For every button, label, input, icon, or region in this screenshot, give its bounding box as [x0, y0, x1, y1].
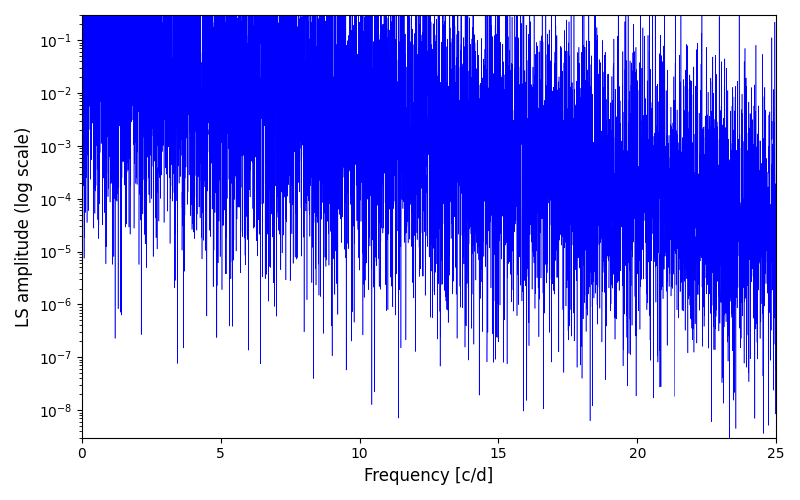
X-axis label: Frequency [c/d]: Frequency [c/d]: [364, 467, 494, 485]
Y-axis label: LS amplitude (log scale): LS amplitude (log scale): [15, 126, 33, 326]
